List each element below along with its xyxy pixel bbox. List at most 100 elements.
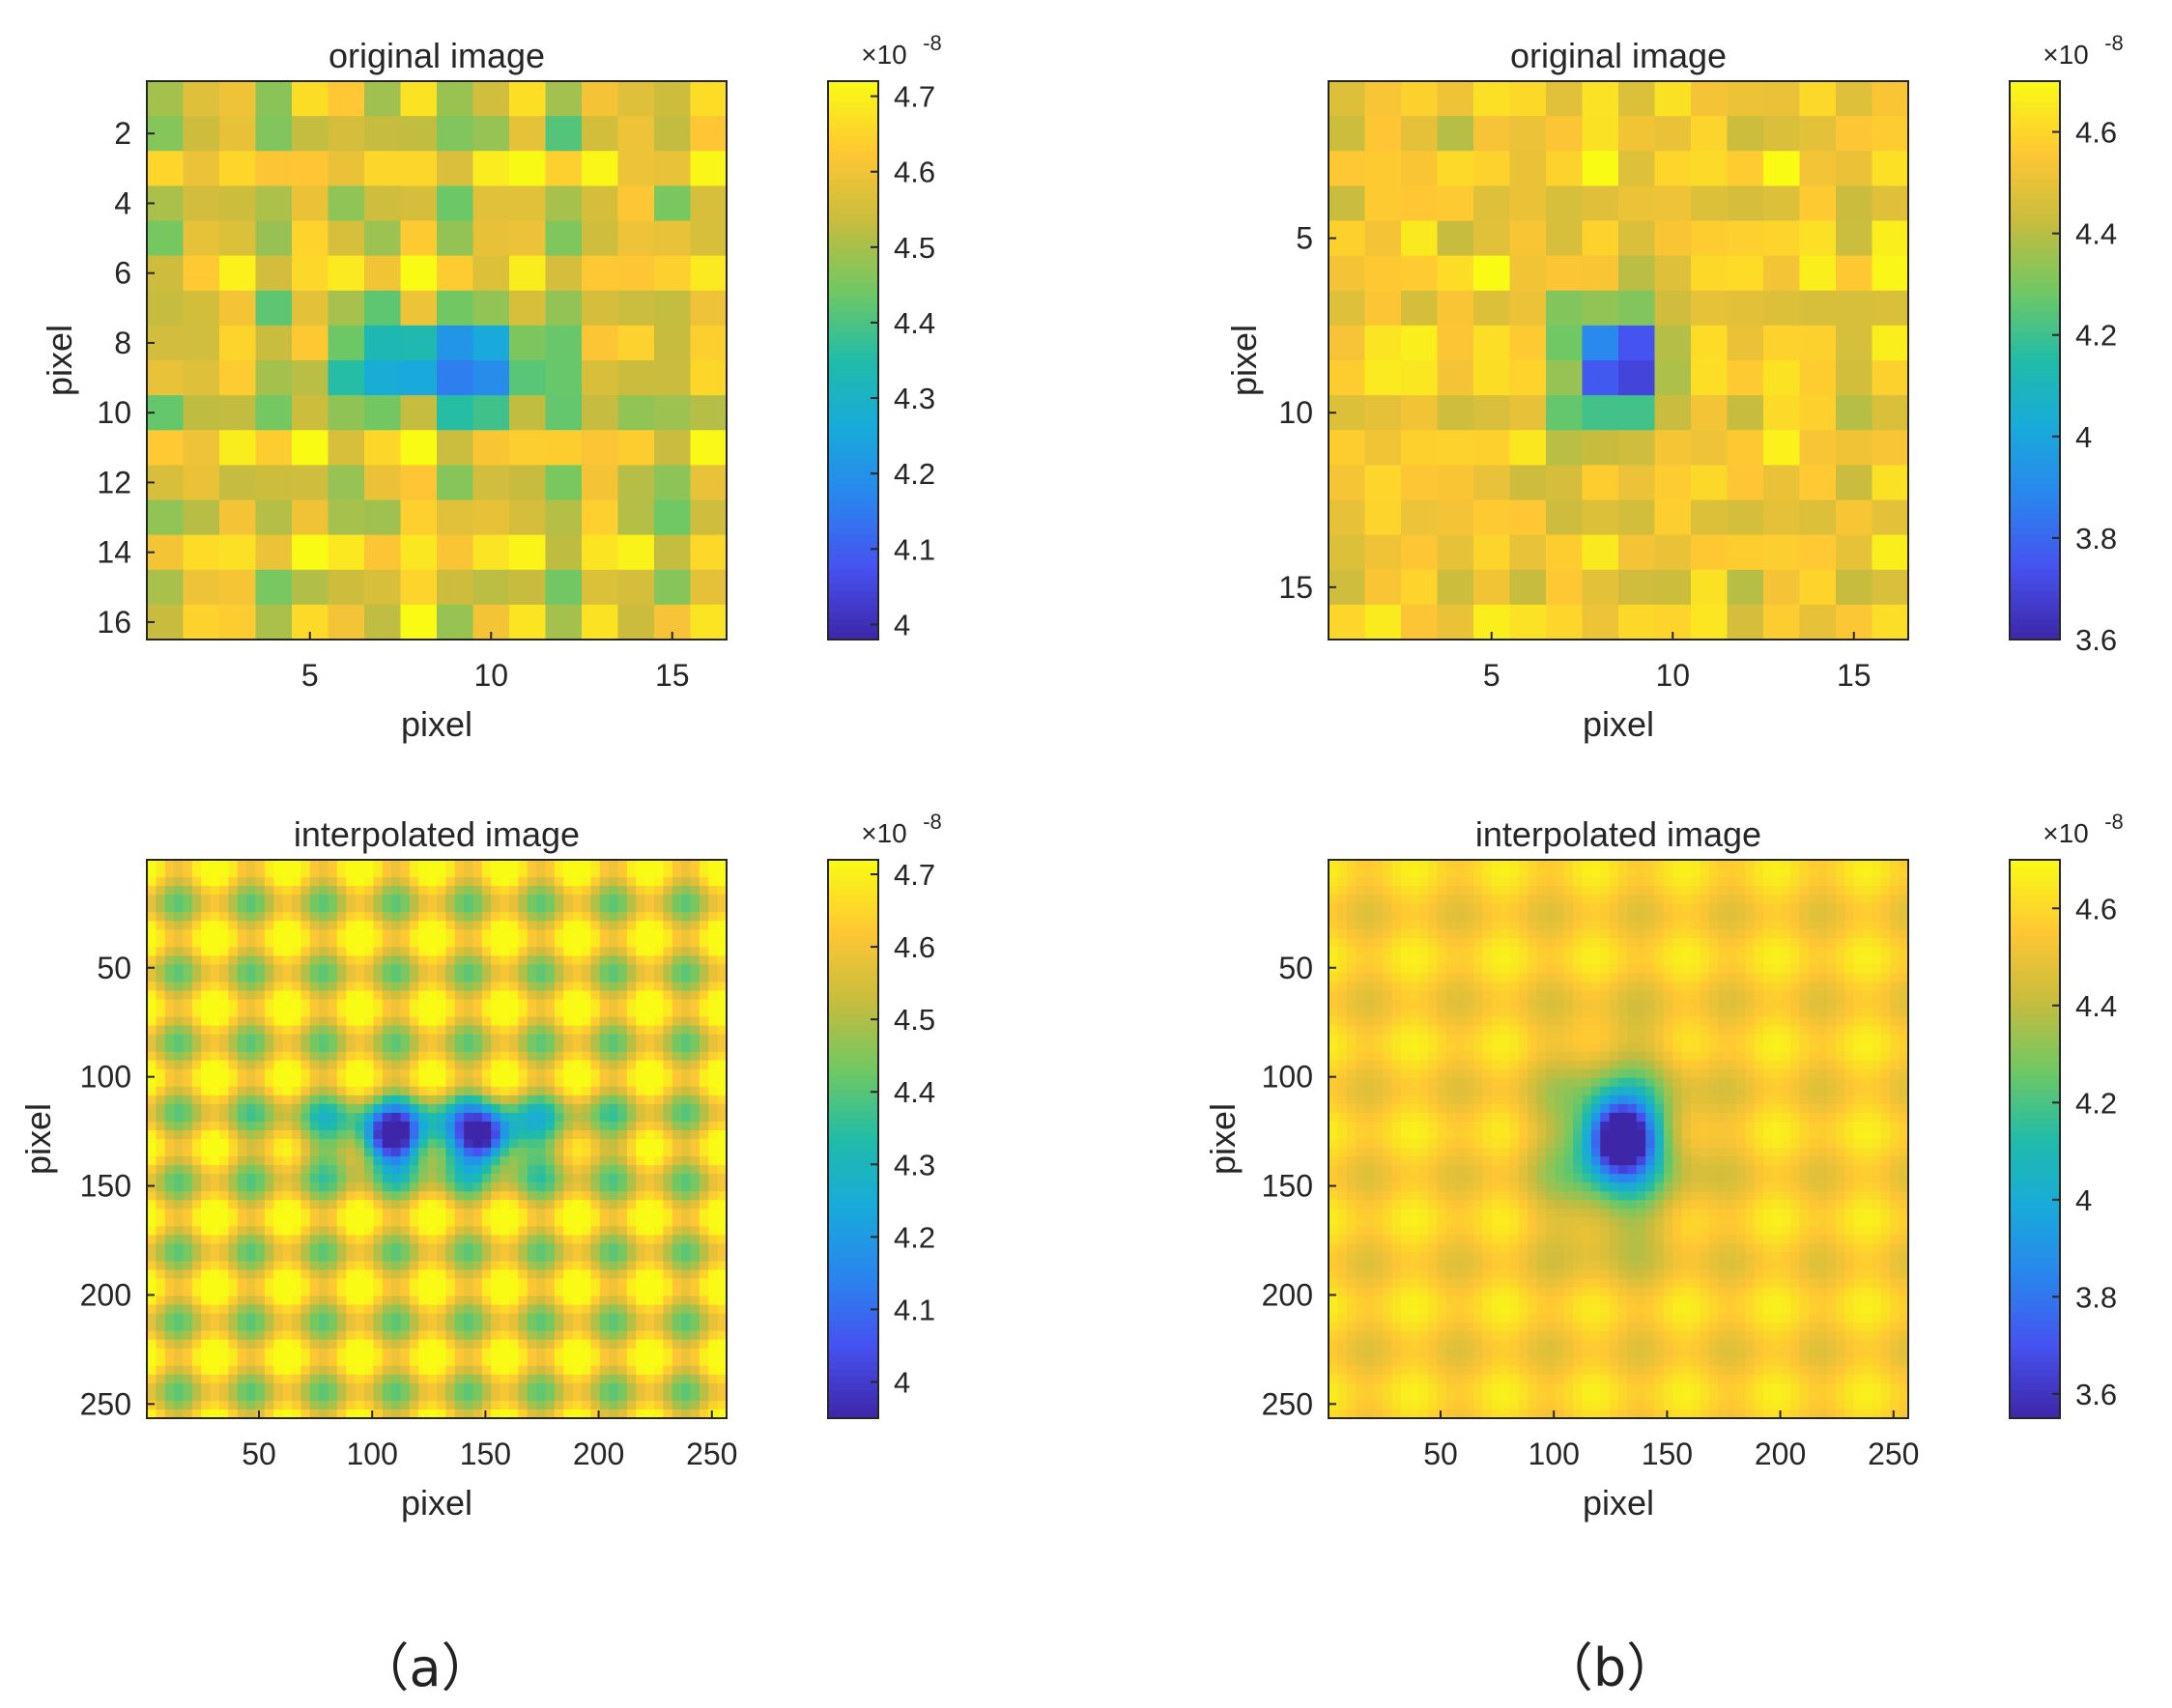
heatmap-cell — [156, 1191, 166, 1201]
heatmap-cell — [690, 395, 728, 431]
heatmap-cell — [300, 1348, 311, 1358]
heatmap-cell — [527, 1322, 537, 1332]
heatmap-cell — [590, 938, 601, 948]
heatmap-cell — [717, 1243, 728, 1254]
heatmap-cell — [191, 1165, 202, 1175]
heatmap-cell — [273, 1365, 284, 1376]
heatmap-cell — [309, 1391, 320, 1402]
heatmap-cell — [300, 1060, 311, 1070]
colorbar-segment — [828, 101, 878, 110]
heatmap-cell — [191, 1400, 202, 1410]
heatmap-cell — [599, 895, 610, 904]
heatmap-cell — [210, 886, 220, 896]
heatmap-cell — [636, 1042, 646, 1053]
heatmap-cell — [264, 1008, 274, 1018]
heatmap-cell — [1509, 430, 1547, 466]
heatmap-cell — [319, 1086, 329, 1096]
heatmap-cell — [708, 1139, 719, 1149]
heatmap-cell — [201, 1217, 212, 1227]
heatmap-cell — [626, 1252, 637, 1263]
heatmap-cell — [328, 1008, 338, 1018]
heatmap-cell — [400, 255, 438, 292]
heatmap-cell — [437, 1365, 446, 1376]
heatmap-cell — [590, 1148, 601, 1157]
heatmap-cell — [563, 1200, 574, 1210]
heatmap-cell — [454, 877, 465, 887]
heatmap-cell — [282, 1339, 293, 1350]
heatmap-cell — [445, 1174, 456, 1183]
colorbar-frame — [827, 80, 879, 640]
heatmap-cell — [237, 1235, 247, 1244]
heatmap-cell — [690, 1313, 700, 1324]
heatmap-cell — [264, 1200, 274, 1210]
heatmap-cell — [472, 982, 483, 992]
heatmap-cell — [536, 1121, 547, 1131]
colorbar-segment — [828, 597, 878, 606]
colorbar-segment — [2010, 597, 2060, 606]
heatmap-cell — [328, 1278, 338, 1289]
heatmap-cell — [617, 990, 628, 1001]
heatmap-cell — [699, 1156, 709, 1166]
heatmap-cell — [191, 1008, 202, 1018]
heatmap-cell — [309, 1209, 320, 1218]
heatmap-cell — [609, 1391, 619, 1402]
colorbar-segment — [828, 164, 878, 173]
heatmap-cell — [1364, 220, 1402, 257]
heatmap-cell — [609, 938, 619, 948]
heatmap-cell — [437, 1287, 446, 1297]
heatmap-cell — [273, 1295, 284, 1306]
heatmap-cell — [156, 1295, 166, 1306]
heatmap-cell — [255, 290, 293, 327]
axes-frame — [1328, 80, 1909, 640]
heatmap-cell — [699, 964, 709, 975]
heatmap-cell — [1872, 465, 1909, 501]
x-tick-label: 15 — [655, 658, 690, 693]
heatmap-cell — [246, 1391, 257, 1402]
heatmap-cell — [382, 895, 392, 904]
heatmap-cell — [699, 1095, 709, 1105]
heatmap-cell — [219, 964, 229, 975]
heatmap-cell — [1727, 151, 1764, 186]
heatmap-cell — [309, 1103, 320, 1114]
heatmap-cell — [672, 1235, 682, 1244]
heatmap-cell — [174, 1322, 185, 1332]
heatmap-cell — [174, 877, 185, 887]
heatmap-cell — [500, 1382, 510, 1393]
heatmap-cell — [328, 1086, 338, 1096]
heatmap-cell — [527, 1243, 537, 1254]
heatmap-cell — [545, 569, 583, 606]
heatmap-cell — [672, 1278, 682, 1289]
heatmap-cell — [527, 1086, 537, 1096]
heatmap-cell — [699, 1200, 709, 1210]
colorbar-segment — [828, 1209, 878, 1217]
heatmap-cell — [445, 1365, 456, 1376]
heatmap-cell — [328, 990, 338, 1001]
heatmap-cell — [690, 81, 728, 117]
heatmap-cell — [346, 1365, 357, 1376]
heatmap-cell — [572, 1313, 583, 1324]
heatmap-cell — [156, 1051, 166, 1062]
heatmap-cell — [681, 903, 692, 913]
heatmap-cell — [644, 1103, 655, 1114]
heatmap-cell — [156, 1243, 166, 1254]
colorbar-segment — [2010, 339, 2060, 348]
heatmap-cell — [210, 1322, 220, 1332]
heatmap-cell — [527, 938, 537, 948]
heatmap-cell — [636, 1400, 646, 1410]
heatmap-cell — [364, 1209, 374, 1218]
heatmap-cell — [509, 290, 547, 327]
heatmap-cell — [626, 1348, 637, 1358]
heatmap-cell — [717, 1051, 728, 1062]
heatmap-cell — [183, 1025, 193, 1036]
heatmap-cell — [626, 1148, 637, 1157]
heatmap-cell — [273, 1174, 284, 1183]
heatmap-cell — [373, 1313, 384, 1324]
heatmap-cell — [699, 1016, 709, 1027]
heatmap-cell — [292, 921, 301, 930]
heatmap-cell — [500, 1103, 510, 1114]
heatmap-cell — [681, 955, 692, 965]
heatmap-cell — [373, 1287, 384, 1297]
heatmap-cell — [554, 1391, 564, 1402]
heatmap-cell — [273, 1209, 284, 1218]
heatmap-cell — [1437, 325, 1474, 361]
